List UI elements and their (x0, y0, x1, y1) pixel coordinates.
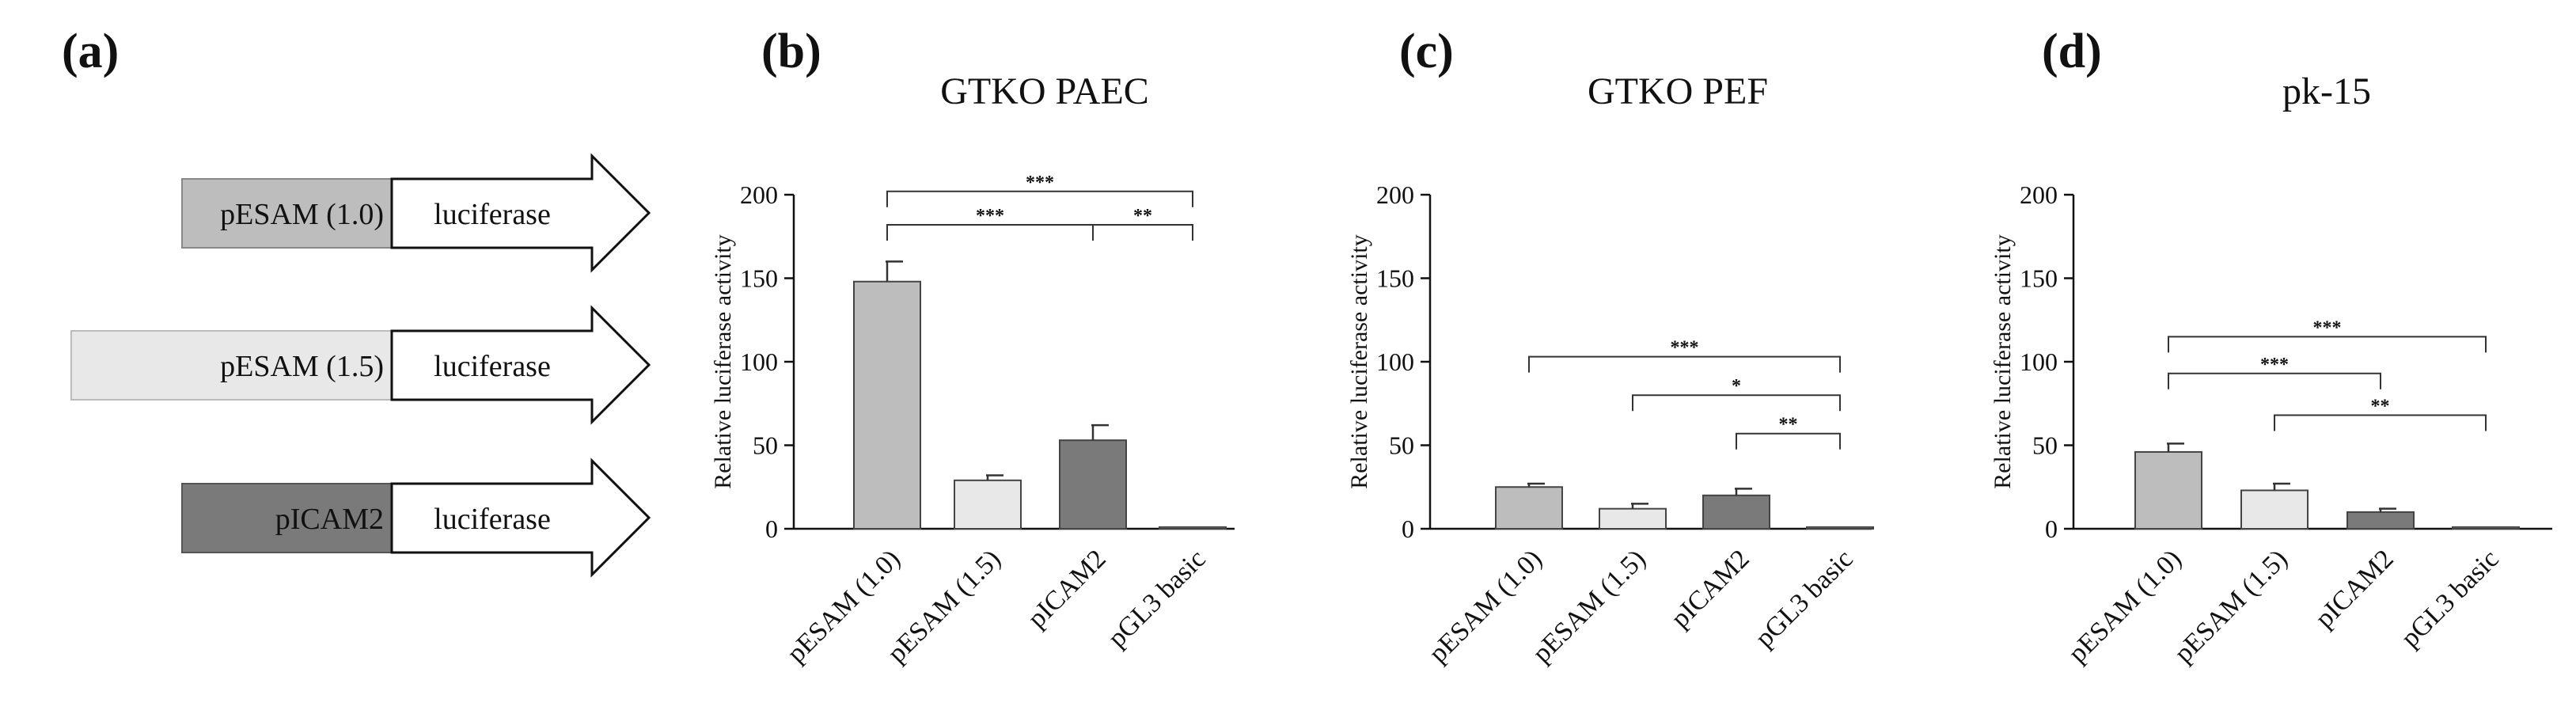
x-tick-label: pESAM (1.0) (2063, 544, 2187, 668)
significance-bracket: ** (1736, 415, 1841, 450)
luciferase-arrow-3 (390, 458, 651, 578)
significance-bracket: *** (886, 173, 1193, 207)
bar (1495, 486, 1563, 530)
chart-d-title: pk-15 (2282, 70, 2371, 112)
reporter-label-2: luciferase (434, 350, 551, 383)
significance-bracket: ** (1092, 206, 1193, 241)
y-tick-label: 100 (1376, 348, 1414, 376)
panel-a-letter: (a) (62, 25, 120, 78)
y-axis-label: Relative luciferase activity (1990, 234, 2016, 489)
y-tick-label: 0 (2045, 515, 2058, 543)
promoter-label-1: pESAM (1.0) (220, 198, 384, 231)
luciferase-arrow-1 (390, 153, 651, 273)
bar (2452, 526, 2520, 530)
y-tick-label: 200 (2020, 180, 2058, 209)
y-tick-label: 100 (2020, 348, 2058, 376)
bar (2240, 489, 2309, 530)
reporter-label-1: luciferase (434, 198, 551, 231)
significance-label: *** (2313, 317, 2342, 338)
y-tick-label: 150 (2020, 264, 2058, 293)
x-tick-label: pESAM (1.5) (2169, 544, 2293, 668)
y-tick-label: 50 (753, 431, 778, 460)
y-tick-label: 50 (1389, 431, 1414, 460)
bracket-line (2168, 372, 2381, 389)
bracket-line (2168, 336, 2487, 353)
promoter-label-2: pESAM (1.5) (220, 350, 384, 383)
x-tick-label: pICAM2 (2310, 544, 2400, 633)
y-tick-label: 50 (2032, 431, 2058, 460)
y-tick-label: 0 (765, 515, 778, 543)
y-tick-label: 200 (740, 180, 778, 209)
significance-bracket: ** (2274, 397, 2487, 431)
y-tick-label: 150 (740, 264, 778, 293)
bar (2134, 450, 2202, 530)
construct-pesam-1-0: pESAM (1.0) luciferase (181, 153, 651, 273)
construct-diagram: pESAM (1.0) luciferase pESAM (1.5) lucif… (70, 153, 651, 578)
significance-label: ** (2371, 397, 2390, 417)
significance-bracket: *** (1528, 338, 1841, 373)
reporter-label-3: luciferase (434, 503, 551, 536)
significance-label: ** (1779, 415, 1798, 435)
significance-bracket: *** (2168, 317, 2487, 353)
y-tick-label: 150 (1376, 264, 1414, 293)
chart-b-title: GTKO PAEC (940, 70, 1149, 112)
luciferase-arrow-2 (390, 305, 651, 425)
bracket-line (1092, 223, 1193, 241)
construct-picam2: pICAM2 luciferase (181, 458, 651, 578)
y-axis-label: Relative luciferase activity (710, 234, 736, 489)
panel-d-letter: (d) (2042, 25, 2102, 78)
construct-pesam-1-5: pESAM (1.5) luciferase (70, 305, 651, 425)
bracket-line (2274, 414, 2487, 431)
significance-label: *** (2260, 355, 2289, 375)
y-tick-label: 200 (1376, 180, 1414, 209)
promoter-box-pesam-1-5 (70, 330, 393, 401)
x-tick-label: pGL3 basic (2396, 544, 2505, 653)
chart-c-title: GTKO PEF (1587, 70, 1769, 112)
significance-bracket: * (1632, 376, 1841, 412)
significance-label: * (1732, 376, 1741, 397)
bar (1059, 439, 1127, 530)
bar (1806, 526, 1874, 530)
significance-label: *** (976, 206, 1004, 226)
y-axis-label: Relative luciferase activity (1346, 234, 1372, 489)
bracket-line (1528, 355, 1841, 373)
y-tick-label: 0 (1402, 515, 1414, 543)
bar (954, 479, 1022, 530)
y-tick-label: 100 (740, 348, 778, 376)
bar (1702, 494, 1770, 530)
significance-label: ** (1133, 206, 1152, 226)
panel-c-letter: (c) (1399, 25, 1454, 78)
significance-bracket: *** (2168, 355, 2381, 389)
promoter-label-3: pICAM2 (275, 503, 384, 536)
bracket-line (1632, 394, 1841, 412)
bracket-line (1736, 432, 1841, 450)
bar (1159, 526, 1227, 530)
panel-b-letter: (b) (761, 25, 821, 78)
bracket-line (886, 190, 1193, 207)
significance-label: *** (1026, 173, 1054, 193)
significance-label: *** (1671, 338, 1699, 359)
bar (2346, 511, 2415, 530)
